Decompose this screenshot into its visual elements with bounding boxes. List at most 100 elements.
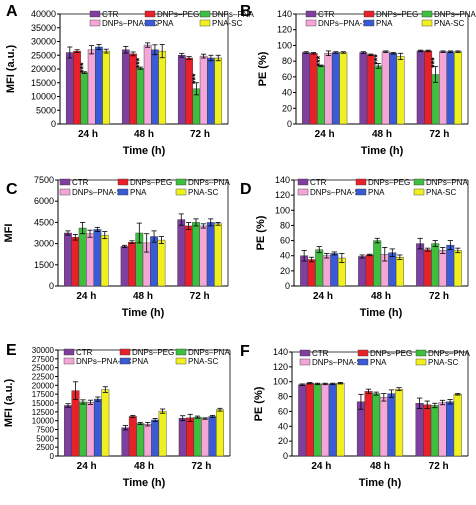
bar — [64, 405, 72, 457]
legend-label: DNPs–PNA — [188, 348, 230, 357]
legend-label: DNPs–PNA — [188, 178, 230, 187]
panel-letter: C — [6, 181, 18, 198]
bar — [396, 56, 405, 125]
significance-annotation: *** — [190, 73, 200, 84]
bar — [73, 50, 81, 125]
bar — [143, 424, 152, 457]
bar — [336, 383, 345, 457]
bar — [143, 44, 152, 125]
bar — [150, 236, 158, 287]
panel-d: D 0 20 40 60 80 100 120 140 PE (%) Time (h) 24 h 48 … — [240, 175, 468, 319]
y-axis-label: PE (%) — [255, 215, 267, 250]
y-tick-label: 3000 — [34, 239, 54, 249]
x-tick-label: 72 h — [191, 461, 211, 472]
bar — [186, 417, 195, 457]
legend-swatch — [305, 10, 317, 18]
legend-label: DNPs–PNA — [428, 349, 470, 358]
bar — [184, 225, 193, 287]
y-tick-label: 7500 — [36, 426, 54, 435]
x-tick-label: 24 h — [311, 461, 331, 472]
bar — [120, 246, 129, 287]
y-axis-label: PE (%) — [257, 51, 269, 86]
legend-label: DNPs–PEG — [370, 349, 412, 358]
y-tick-label: 0 — [285, 281, 290, 291]
y-tick-label: 0 — [49, 281, 54, 291]
legend-label: DNPs–PNA — [434, 10, 476, 19]
y-tick-label: 10000 — [32, 417, 55, 426]
panel-letter: D — [240, 181, 252, 198]
x-tick-label: 48 h — [133, 291, 153, 302]
y-axis-label: MFI (a.u.) — [3, 379, 15, 428]
legend-swatch — [63, 357, 75, 365]
legend-swatch — [415, 349, 427, 357]
x-axis-label: Time (h) — [123, 477, 166, 489]
x-tick-label: 48 h — [134, 129, 154, 140]
bar — [395, 257, 404, 287]
bar — [415, 403, 424, 457]
legend-label: CTR — [312, 349, 329, 358]
legend-label: PNA-SC — [426, 188, 456, 197]
legend-swatch — [89, 19, 101, 27]
bar — [192, 222, 200, 287]
y-tick-label: 60 — [278, 406, 288, 416]
legend-label: DNPs–PNA-SC — [310, 188, 366, 197]
legend-label: CTR — [318, 10, 335, 19]
y-tick-label: 120 — [275, 190, 290, 200]
bar — [214, 57, 223, 125]
legend-label: DNPs–PEG — [368, 178, 410, 187]
bar — [453, 394, 462, 457]
bar — [65, 52, 74, 125]
legend-swatch — [415, 358, 427, 366]
legend-label: PNA-SC — [188, 188, 218, 197]
bar — [201, 418, 209, 457]
legend-label: DNPs–PNA — [212, 10, 254, 19]
bar — [214, 223, 222, 287]
legend-label: PNA-SC — [188, 357, 218, 366]
legend-label: DNPs–PEG — [130, 178, 172, 187]
significance-annotation: *** — [430, 57, 440, 68]
bar — [381, 51, 390, 125]
y-tick-label: 140 — [277, 9, 292, 19]
y-tick-label: 30000 — [32, 346, 55, 355]
bar — [364, 391, 373, 457]
bar — [359, 52, 368, 125]
bar — [71, 237, 80, 287]
legend-label: CTR — [102, 10, 119, 19]
y-tick-label: 10000 — [31, 92, 56, 102]
bar — [328, 383, 337, 457]
bar — [102, 50, 111, 125]
bar — [317, 65, 325, 125]
y-tick-label: 15000 — [32, 399, 55, 408]
bar — [128, 241, 136, 287]
panel-a: A 0 5000 10000 15000 20000 25000 30000 35000 4000… — [5, 3, 254, 157]
bar — [86, 402, 95, 457]
bar — [158, 410, 167, 457]
bar — [423, 249, 432, 287]
y-axis-label: MFI — [3, 224, 15, 243]
x-tick-label: 72 h — [429, 129, 449, 140]
x-tick-label: 48 h — [134, 461, 154, 472]
y-tick-label: 22500 — [32, 373, 55, 382]
x-axis-label: Time (h) — [361, 145, 404, 157]
bar — [446, 401, 455, 457]
bar — [339, 52, 348, 125]
bar — [416, 50, 425, 125]
legend-label: PNA-SC — [212, 19, 242, 28]
legend-swatch — [363, 19, 375, 27]
x-tick-label: 24 h — [77, 461, 97, 472]
significance-annotation: *** — [78, 62, 88, 73]
legend-swatch — [413, 178, 425, 186]
bar — [100, 234, 109, 287]
y-tick-label: 6000 — [34, 196, 54, 206]
significance-annotation: *** — [372, 54, 382, 65]
y-tick-label: 30000 — [31, 37, 56, 47]
x-tick-label: 72 h — [190, 129, 210, 140]
y-tick-label: 20 — [280, 266, 290, 276]
bar — [446, 51, 455, 125]
bar — [454, 51, 462, 125]
y-tick-label: 25000 — [32, 364, 55, 373]
y-tick-label: 20000 — [32, 381, 55, 390]
y-tick-label: 100 — [277, 40, 292, 50]
